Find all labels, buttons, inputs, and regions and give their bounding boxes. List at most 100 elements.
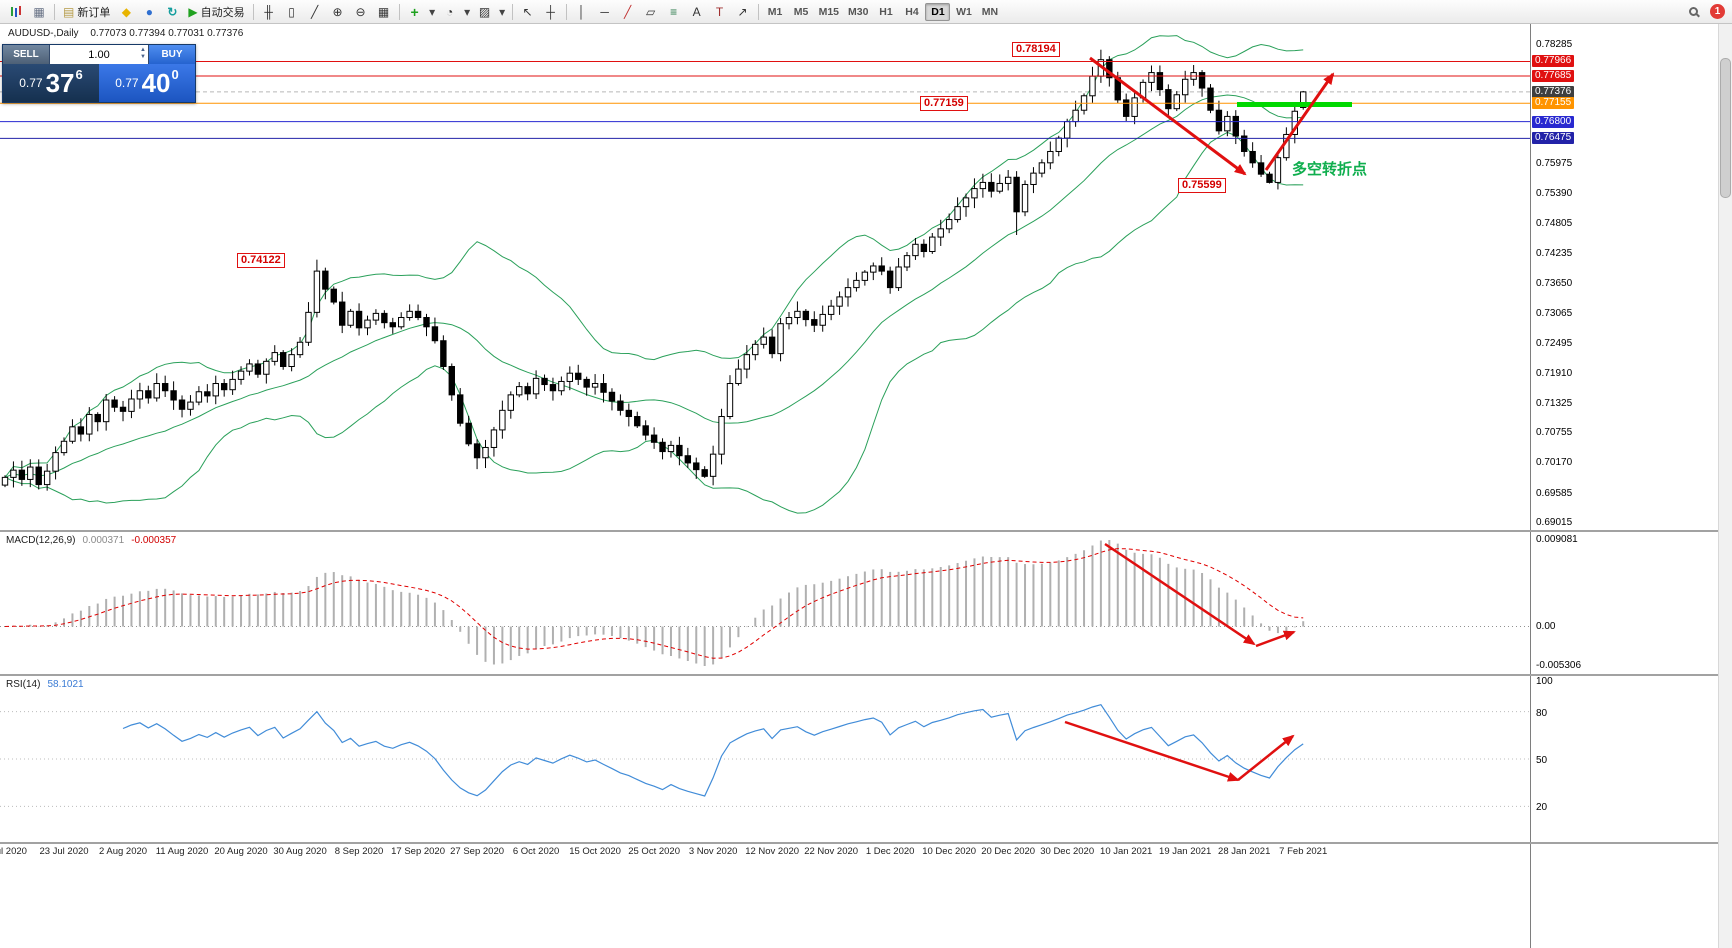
scrollbar[interactable]: [1718, 24, 1732, 948]
timeframe-d1[interactable]: D1: [925, 2, 951, 21]
timeframe-m15[interactable]: M15: [815, 3, 843, 21]
bar-chart-button[interactable]: ╫: [258, 2, 280, 22]
price-axis-label: 0.73065: [1536, 308, 1573, 320]
price-chart-panel[interactable]: 多空转折点 AUDUSD-,Daily 0.77073 0.77394 0.77…: [0, 24, 1530, 530]
globe-icon: ●: [145, 4, 153, 19]
buy-button[interactable]: BUY: [149, 45, 195, 64]
macd-main-value: 0.000371: [82, 535, 125, 546]
periods-button[interactable]: ◔: [439, 2, 461, 22]
buy-price-button[interactable]: 0.77 40 0: [99, 64, 195, 102]
channel-button[interactable]: ▱: [640, 2, 662, 22]
price-axis-label-red: 0.77966: [1532, 55, 1575, 68]
timeframe-h4[interactable]: H4: [899, 3, 924, 21]
trend-arrow: [1104, 542, 1256, 646]
price-tag[interactable]: 0.75599: [1178, 178, 1226, 193]
trend-arrow: [1089, 56, 1247, 176]
autotrading-button[interactable]: ▶ 自动交易: [184, 2, 248, 22]
plus-icon: +: [410, 3, 419, 20]
autotrading-button-label: 自动交易: [200, 6, 245, 19]
price-tag[interactable]: 0.74122: [237, 253, 285, 268]
text-button[interactable]: A: [686, 2, 708, 22]
templates-button[interactable]: ▨: [474, 2, 496, 22]
price-axis-label: 0.72495: [1536, 337, 1573, 349]
time-axis-label: 30 Dec 2020: [1040, 846, 1095, 857]
timeframe-m30[interactable]: M30: [844, 3, 872, 21]
search-button[interactable]: [1682, 2, 1704, 22]
timeframe-mn[interactable]: MN: [977, 3, 1002, 21]
price-tag[interactable]: 0.77159: [920, 96, 968, 111]
timeframe-h1-label: H1: [879, 5, 893, 18]
trendline-button[interactable]: ╱: [617, 2, 639, 22]
horizontal-line-button[interactable]: ─: [594, 2, 616, 22]
volume-input[interactable]: 1.00 ▲ ▼: [49, 45, 149, 64]
new-chart-button[interactable]: [5, 2, 27, 22]
zoom-in-icon: ⊕: [332, 4, 343, 19]
time-axis-label: 1 Dec 2020: [865, 846, 915, 857]
timeframe-m15-label: M15: [818, 5, 840, 18]
time-axis-label: 10 Dec 2020: [922, 846, 977, 857]
toolbar: ▦ ▤ 新订单 ◆ ● ↻ ▶ 自动交易 ╫ ▯ ╱ ⊕ ⊖ ▦ + ▾ ◔ ▾ ▨ ▾ ↖ ┼ │ ─ ╱ ▱ ≡ A T ↗ M1 M5 M…: [0, 0, 1732, 24]
sell-price-button[interactable]: 0.77 37 6: [3, 64, 99, 102]
zoom-out-button[interactable]: ⊖: [350, 2, 372, 22]
price-axis-label: 0.69015: [1536, 517, 1573, 528]
fibonacci-button[interactable]: ≡: [663, 2, 685, 22]
indicators-button[interactable]: +: [404, 2, 426, 22]
notification-badge[interactable]: 1: [1710, 4, 1725, 19]
buy-price-base: 0.77: [115, 76, 139, 90]
sell-price-base: 0.77: [19, 76, 43, 90]
market-button[interactable]: ●: [138, 2, 160, 22]
arrows-button[interactable]: ↗: [732, 2, 754, 22]
indicators-dropdown[interactable]: ▾: [427, 2, 438, 22]
spinner-up-icon[interactable]: ▲: [140, 47, 146, 53]
text-icon: A: [692, 4, 701, 19]
templates-dropdown[interactable]: ▾: [497, 2, 508, 22]
cursor-button[interactable]: ↖: [517, 2, 539, 22]
time-axis[interactable]: 4 Jul 2020 23 Jul 2020 2 Aug 2020 11 Aug 20…: [0, 845, 1530, 860]
metaeditor-button[interactable]: ◆: [115, 2, 137, 22]
timeframe-w1-label: W1: [956, 5, 972, 18]
toolbar-items: ▦ ▤ 新订单 ◆ ● ↻ ▶ 自动交易 ╫ ▯ ╱ ⊕ ⊖ ▦ + ▾ ◔ ▾ ▨ ▾ ↖ ┼ │ ─ ╱ ▱ ≡ A T ↗ M1 M5 M…: [5, 2, 1002, 22]
bars-icon: ╫: [264, 4, 273, 19]
macd-signal-value: -0.000357: [131, 535, 177, 546]
line-chart-button[interactable]: ╱: [304, 2, 326, 22]
price-tag[interactable]: 0.78194: [1012, 42, 1060, 57]
time-axis-label: 19 Jan 2021: [1159, 846, 1212, 857]
label-button[interactable]: T: [709, 2, 731, 22]
price-axis-label: 0.74235: [1536, 247, 1573, 259]
timeframe-h1[interactable]: H1: [873, 3, 898, 21]
macd-histogram: [12, 540, 1305, 666]
refresh-button[interactable]: ↻: [161, 2, 183, 22]
price-axis[interactable]: 0.78285 0.77966 0.77685 0.77376 0.77155 0.768…: [1530, 24, 1718, 948]
panel-splitter[interactable]: [0, 530, 1718, 532]
price-axis-label: 0.69585: [1536, 487, 1573, 499]
tile-windows-button[interactable]: ▦: [373, 2, 395, 22]
macd-panel[interactable]: MACD(12,26,9) 0.000371 -0.000357: [0, 532, 1530, 674]
crosshair-button[interactable]: ┼: [540, 2, 562, 22]
vline-icon: │: [577, 4, 586, 19]
volume-spinner[interactable]: ▲ ▼: [140, 47, 146, 61]
time-axis-label: 6 Oct 2020: [512, 846, 560, 857]
timeframe-m5-label: M5: [793, 5, 809, 18]
time-axis-label: 2 Aug 2020: [98, 846, 148, 857]
timeframe-m1[interactable]: M1: [763, 3, 788, 21]
spinner-down-icon[interactable]: ▼: [140, 54, 146, 60]
zoom-out-icon: ⊖: [355, 4, 366, 19]
timeframe-m30-label: M30: [848, 5, 869, 18]
time-axis-label: 20 Aug 2020: [214, 846, 268, 857]
template-icon: ▨: [478, 4, 491, 19]
sell-button[interactable]: SELL: [3, 45, 49, 64]
chart-profiles-button[interactable]: ▦: [28, 2, 50, 22]
periods-dropdown[interactable]: ▾: [462, 2, 473, 22]
candle-chart-button[interactable]: ▯: [281, 2, 303, 22]
panel-splitter[interactable]: [0, 674, 1718, 676]
timeframe-m5[interactable]: M5: [789, 3, 814, 21]
zoom-in-button[interactable]: ⊕: [327, 2, 349, 22]
symbol-period-label: AUDUSD-,Daily: [8, 28, 79, 39]
timeframe-w1[interactable]: W1: [951, 3, 976, 21]
price-axis-label: 0.71325: [1536, 397, 1573, 409]
rsi-panel[interactable]: RSI(14) 58.1021: [0, 676, 1530, 842]
vertical-line-button[interactable]: │: [571, 2, 593, 22]
scrollbar-thumb[interactable]: [1720, 58, 1731, 198]
new-order-button[interactable]: ▤ 新订单: [59, 2, 114, 22]
time-axis-label: 4 Jul 2020: [0, 846, 27, 857]
